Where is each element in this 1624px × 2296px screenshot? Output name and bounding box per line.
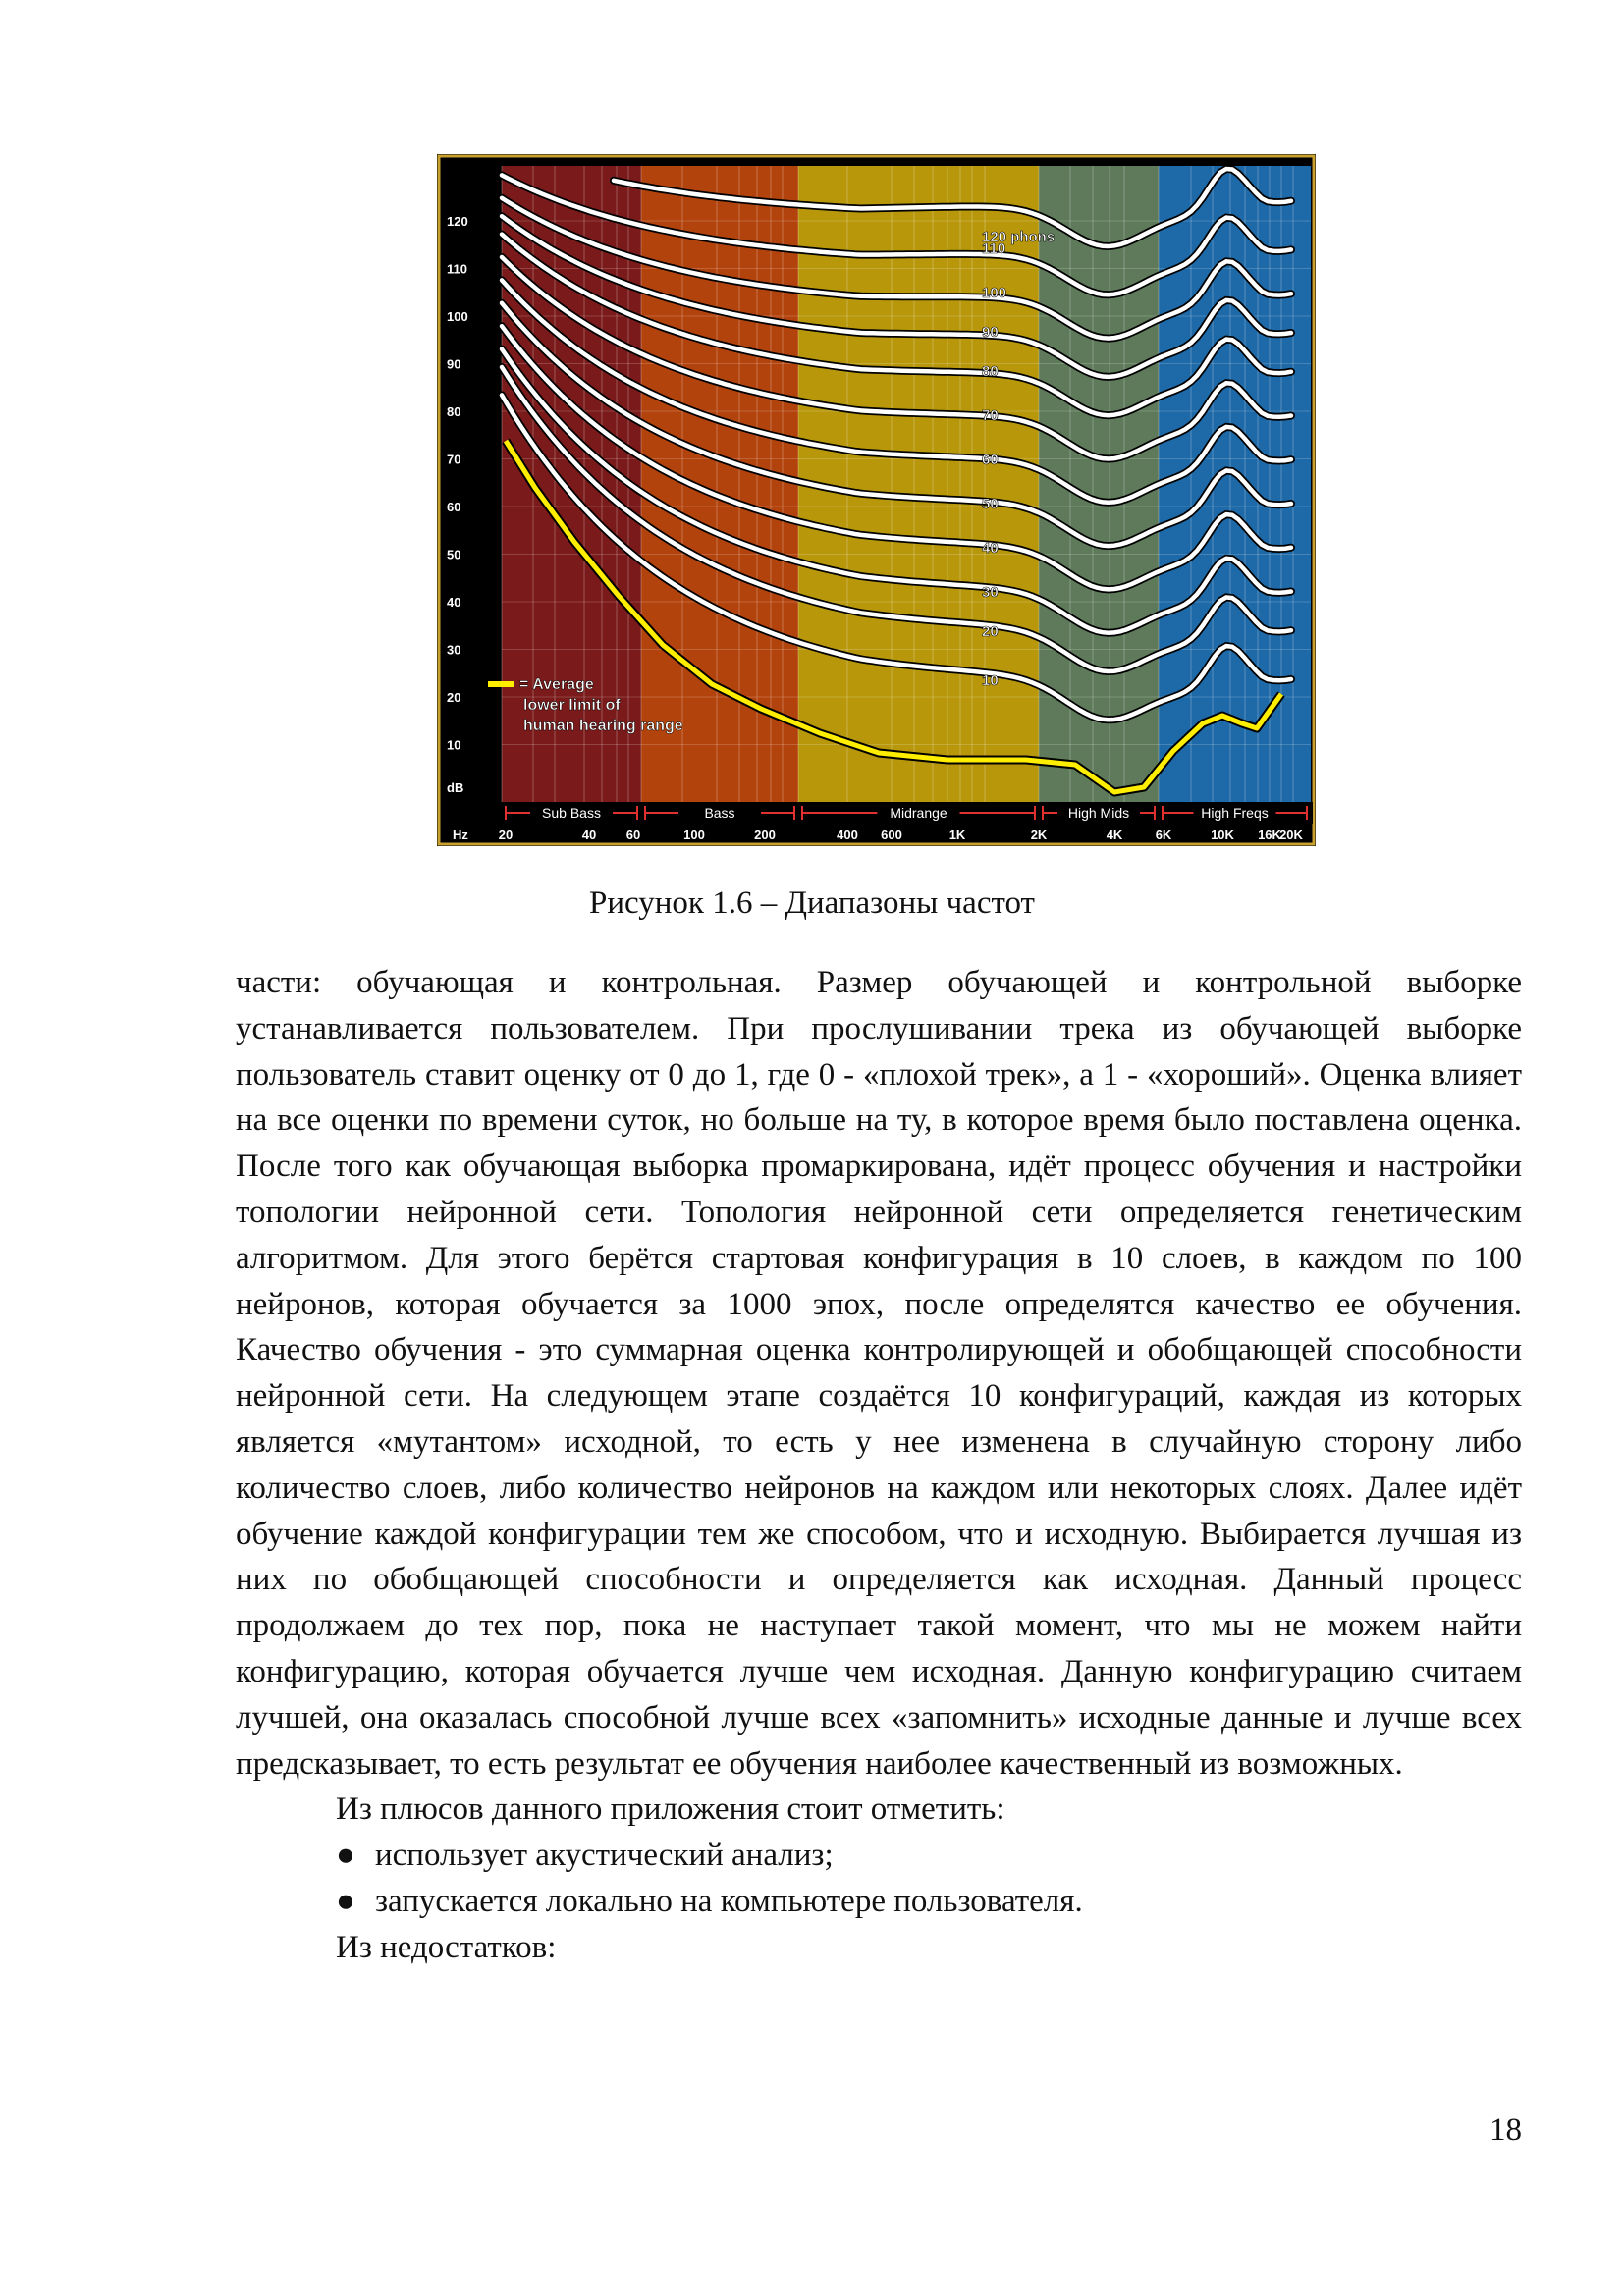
list-item-text: запускается локально на компьютере польз… xyxy=(375,1883,1083,1919)
loudness-curve xyxy=(499,213,1294,380)
x-tick-label: 1K xyxy=(949,828,966,842)
curve-label: 20 xyxy=(982,623,999,640)
loudness-curve xyxy=(499,364,1294,674)
x-tick-label: 20K xyxy=(1279,828,1303,842)
band-label-bg xyxy=(877,804,960,822)
band-label: Midrange xyxy=(890,805,947,821)
x-tick-label: 200 xyxy=(754,828,776,842)
page-number: 18 xyxy=(1489,2112,1522,2148)
curve-label: 40 xyxy=(982,540,999,557)
y-tick-label: 30 xyxy=(447,643,460,658)
loudness-curve xyxy=(499,323,1294,592)
x-tick-label: 400 xyxy=(837,828,858,842)
bullet-icon: ● xyxy=(336,1883,355,1919)
band-label-bg xyxy=(1057,804,1140,822)
curve-label: 80 xyxy=(982,363,999,380)
y-tick-label: 50 xyxy=(447,548,460,562)
x-tick-label: 4K xyxy=(1107,828,1123,842)
paragraph: части: обучающая и контрольная. Размер о… xyxy=(236,965,1522,1782)
curve-label: 60 xyxy=(982,452,999,468)
bullet-icon: ● xyxy=(336,1838,355,1874)
loudness-curve xyxy=(499,300,1294,549)
list-item: ● запускается локально на компьютере пол… xyxy=(236,1879,1522,1925)
y-tick-label: 20 xyxy=(447,690,460,705)
y-tick-label: 90 xyxy=(447,357,460,372)
x-tick-label: 60 xyxy=(626,828,640,842)
curve-label: 90 xyxy=(982,324,999,341)
curve-label: 100 xyxy=(982,285,1006,301)
legend-text: lower limit of xyxy=(523,697,621,714)
loudness-curve xyxy=(499,173,1294,297)
list-item-text: использует акустический анализ; xyxy=(375,1838,834,1874)
threshold-curve xyxy=(503,439,1284,795)
pros-intro: Из плюсов данного приложения стоит отмет… xyxy=(336,1791,1005,1828)
y-tick-label: 80 xyxy=(447,404,460,419)
loudness-curve xyxy=(499,254,1294,461)
cons-intro: Из недостатков: xyxy=(336,1929,557,1965)
x-tick-label: Hz xyxy=(453,828,468,842)
band-label: High Mids xyxy=(1068,805,1129,821)
curve-label: 30 xyxy=(982,584,999,601)
figure-caption: Рисунок 1.6 – Диапазоны частот xyxy=(589,885,1035,921)
loudness-curve xyxy=(499,393,1294,722)
x-tick-label: 100 xyxy=(683,828,705,842)
legend-text: human hearing range xyxy=(523,718,683,734)
y-tick-label: 70 xyxy=(447,453,460,467)
curve-label: 120 phons xyxy=(982,229,1055,245)
x-tick-label: 40 xyxy=(582,828,596,842)
x-tick-label: 10K xyxy=(1211,828,1234,842)
loudness-curve xyxy=(499,278,1294,506)
y-tick-label: dB xyxy=(447,780,463,795)
y-tick-label: 110 xyxy=(447,262,467,277)
band-label-bg xyxy=(1193,804,1276,822)
band-label: Sub Bass xyxy=(542,805,601,821)
y-tick-label: 10 xyxy=(447,738,460,753)
y-tick-label: 100 xyxy=(447,309,468,324)
frequency-ranges-figure: 120 110 100 90 80 70 60 50 40 30 20 10 dB 120 phons 1… xyxy=(437,154,1316,846)
band-region xyxy=(641,166,798,812)
curve-label: 110 xyxy=(982,240,1005,257)
curve-label: 50 xyxy=(982,496,999,512)
x-tick-label: 6K xyxy=(1156,828,1172,842)
loudness-curve xyxy=(499,347,1294,635)
y-tick-label: 40 xyxy=(447,595,460,610)
loudness-curve xyxy=(611,166,1294,249)
band-label: High Freqs xyxy=(1201,805,1268,821)
curve-label: 10 xyxy=(982,672,999,689)
pros-list: ● использует акустический анализ; ● запу… xyxy=(236,1833,1522,1925)
loudness-curve xyxy=(499,195,1294,341)
body-text: части: обучающая и контрольная. Размер о… xyxy=(236,960,1522,1971)
curve-label: 70 xyxy=(982,407,999,424)
band-label-bg xyxy=(530,804,613,822)
band-label: Bass xyxy=(704,805,734,821)
x-tick-label: 16K xyxy=(1258,828,1281,842)
x-tick-label: 20 xyxy=(499,828,513,842)
band-region xyxy=(1159,166,1311,812)
y-tick-label: 120 xyxy=(447,214,468,229)
x-tick-label: 600 xyxy=(881,828,902,842)
legend-text: = Average xyxy=(519,676,594,693)
list-item: ● использует акустический анализ; xyxy=(236,1833,1522,1879)
band-label-bg xyxy=(678,804,761,822)
x-tick-label: 2K xyxy=(1031,828,1048,842)
y-tick-label: 60 xyxy=(447,500,460,514)
loudness-curve xyxy=(499,232,1294,418)
figure-frame xyxy=(437,154,1316,846)
